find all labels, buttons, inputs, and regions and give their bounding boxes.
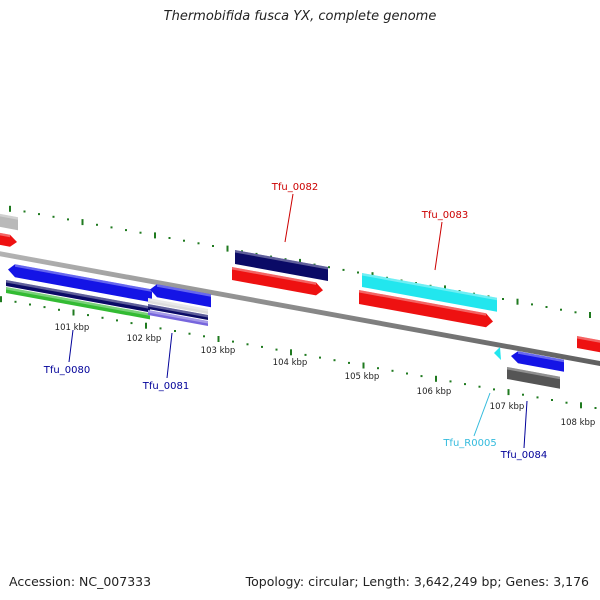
gene-red-right-partial[interactable]: [577, 336, 600, 353]
gene-label-tfu-r0005[interactable]: Tfu_R0005: [442, 438, 496, 449]
gene-tfu-0084-gray[interactable]: [507, 367, 560, 389]
gene-tfu-0081-navy[interactable]: [148, 304, 208, 320]
gene-label-tfu-0084[interactable]: Tfu_0084: [500, 450, 547, 461]
gene-features: [0, 213, 600, 389]
gene-label-tfu-0083[interactable]: Tfu_0083: [421, 210, 468, 221]
gene-tfu-0083-red[interactable]: [359, 290, 493, 328]
gene-gray-partial[interactable]: [0, 213, 18, 231]
scale-label: 102 kbp: [127, 334, 162, 344]
scale-label: 108 kbp: [561, 418, 596, 428]
tick-marks: [0, 205, 597, 409]
accession-text: Accession: NC_007333: [9, 574, 152, 589]
leader-tfu-0083: [434, 221, 443, 271]
gene-tfu-0082-navy[interactable]: [235, 250, 328, 281]
gene-tfu-0081-blue[interactable]: [150, 284, 211, 308]
gene-tfu-0080-blue[interactable]: [8, 264, 152, 303]
scale-label: 104 kbp: [273, 358, 308, 368]
map-title: Thermobifida fusca YX, complete genome: [163, 9, 437, 24]
leader-tfu-0084: [523, 400, 528, 449]
leader-tfu-0080: [68, 329, 74, 363]
leader-tfu-0081: [166, 332, 173, 379]
gene-label-tfu-0080[interactable]: Tfu_0080: [43, 365, 90, 376]
leader-tfu-0082: [284, 193, 294, 243]
scale-labels: 101 kbp 102 kbp 103 kbp 104 kbp 105 kbp …: [55, 323, 596, 428]
gene-label-tfu-0081[interactable]: Tfu_0081: [142, 381, 189, 392]
gene-tfu-0082-red[interactable]: [232, 267, 323, 296]
gene-tfu-0080-green[interactable]: [6, 287, 150, 320]
gene-tfu-0081-white[interactable]: [148, 298, 208, 314]
scale-label: 101 kbp: [55, 323, 90, 333]
gene-tfu-0083-cyan[interactable]: [362, 273, 497, 312]
gene-labels: Tfu_0082 Tfu_0083 Tfu_0080 Tfu_0081 Tfu_…: [43, 182, 547, 461]
label-leader-lines: [68, 193, 528, 449]
gene-tfu-0081-violet[interactable]: [148, 310, 208, 326]
sequence-backbone: [0, 251, 600, 366]
gene-label-tfu-0082[interactable]: Tfu_0082: [271, 182, 318, 193]
scale-label: 103 kbp: [201, 346, 236, 356]
gene-tfu-0080-navy[interactable]: [6, 280, 150, 313]
gene-tfu-0084-blue[interactable]: [511, 351, 564, 372]
gene-tfu-r0005[interactable]: [494, 347, 501, 360]
scale-label: 106 kbp: [417, 387, 452, 397]
genome-summary-text: Topology: circular; Length: 3,642,249 bp…: [245, 574, 589, 589]
leader-tfu-r0005: [473, 392, 491, 437]
gene-red-partial[interactable]: [0, 232, 17, 247]
scale-label: 105 kbp: [345, 372, 380, 382]
scale-label: 107 kbp: [490, 402, 525, 412]
